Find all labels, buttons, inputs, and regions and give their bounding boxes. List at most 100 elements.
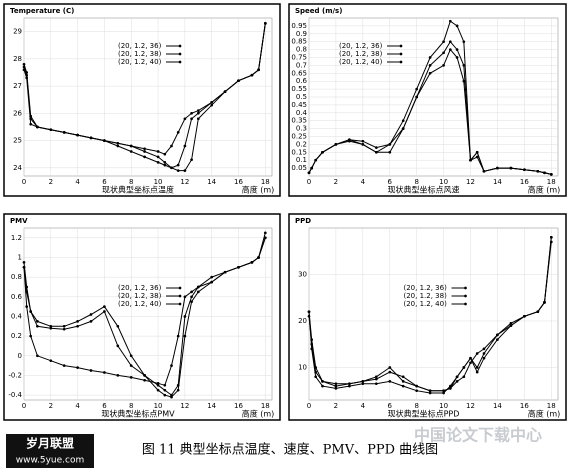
legend-label: (20, 1.2, 38) (339, 50, 383, 58)
x-tick-label: 12 (466, 402, 475, 410)
x-tick-label: 10 (154, 402, 163, 410)
x-tick-label: 8 (129, 178, 133, 186)
x-tick-label: 18 (547, 402, 556, 410)
chart-title: PPD (295, 217, 311, 225)
y-tick-label: -0.4 (8, 391, 22, 399)
legend-label: (20, 1.2, 38) (118, 50, 162, 58)
x-tick-label: 10 (154, 178, 163, 186)
x-axis-label: 高度 (m) (528, 185, 561, 195)
x-tick-label: 10 (439, 178, 448, 186)
y-tick-label: 28 (13, 55, 22, 63)
y-tick-label: 0.4 (296, 109, 308, 117)
y-tick-label: 0.7 (296, 61, 307, 69)
x-tick-label: 8 (414, 178, 418, 186)
x-tick-label: 12 (180, 178, 189, 186)
y-tick-label: 0.2 (296, 140, 307, 148)
series-line (22, 231, 267, 387)
x-tick-label: 16 (520, 178, 529, 186)
x-tick-label: 14 (207, 178, 216, 186)
x-tick-label: 0 (22, 402, 26, 410)
y-tick-label: 0 (18, 352, 22, 360)
x-tick-label: 4 (361, 178, 366, 186)
y-tick-label: 0.8 (11, 273, 22, 281)
y-tick-label: 10 (298, 363, 307, 371)
x-tick-label: 4 (75, 178, 80, 186)
y-tick-label: 25 (13, 137, 22, 145)
y-tick-label: 0.35 (291, 117, 307, 125)
y-tick-label: 1.2 (11, 234, 22, 242)
chart-title: PMV (10, 217, 28, 225)
x-tick-label: 16 (520, 402, 529, 410)
x-tick-label: 6 (388, 402, 393, 410)
y-tick-label: 0.4 (11, 312, 23, 320)
y-tick-label: 0.45 (291, 101, 307, 109)
chart-subtitle: 现状典型坐标点风速 (388, 185, 460, 195)
y-tick-label: 0.65 (291, 69, 307, 77)
x-tick-label: 14 (493, 402, 502, 410)
legend-label: (20, 1.2, 36) (118, 42, 162, 50)
x-tick-label: 0 (22, 178, 26, 186)
y-tick-label: 0.95 (291, 22, 307, 30)
y-tick-label: 20 (298, 317, 307, 325)
chart-title: Speed (m/s) (295, 7, 342, 15)
x-tick-label: 4 (75, 402, 80, 410)
x-axis-label: 高度 (m) (528, 409, 561, 419)
legend-label: (20, 1.2, 36) (404, 284, 448, 292)
figure-caption: 图 11 典型坐标点温度、速度、PMV、PPD 曲线图 (142, 442, 438, 458)
caption-area (0, 430, 570, 472)
x-tick-label: 18 (547, 178, 556, 186)
y-tick-label: 0.55 (291, 85, 307, 93)
chart-subtitle: 现状典型坐标点PPD (388, 409, 460, 419)
y-tick-label: 0.5 (296, 93, 307, 101)
y-tick-label: 0.9 (296, 30, 307, 38)
chart-subtitle: 现状典型坐标点PMV (101, 409, 175, 419)
logo-box (6, 434, 94, 468)
x-tick-label: 6 (388, 178, 393, 186)
x-tick-label: 18 (261, 178, 270, 186)
legend-label: (20, 1.2, 36) (339, 42, 383, 50)
legend-label: (20, 1.2, 40) (339, 58, 383, 66)
x-tick-label: 12 (466, 178, 475, 186)
x-tick-label: 16 (234, 402, 243, 410)
x-tick-label: 0 (307, 178, 311, 186)
x-tick-label: 4 (361, 402, 366, 410)
y-tick-label: 0.15 (291, 148, 307, 156)
x-axis-label: 高度 (m) (242, 185, 275, 195)
y-tick-label: 26 (13, 109, 22, 117)
y-tick-label: 0.3 (296, 125, 307, 133)
x-tick-label: 2 (49, 402, 53, 410)
y-tick-label: -0.2 (8, 371, 22, 379)
x-tick-label: 2 (49, 178, 53, 186)
y-tick-label: 29 (13, 28, 22, 36)
x-tick-label: 6 (102, 178, 107, 186)
x-tick-label: 2 (334, 178, 338, 186)
y-tick-label: 0.8 (296, 46, 307, 54)
legend-label: (20, 1.2, 38) (404, 292, 448, 300)
logo: 岁月联盟 (26, 436, 74, 451)
legend-label: (20, 1.2, 36) (118, 284, 162, 292)
logo-url: www.5yue.com (16, 456, 85, 466)
series-line (307, 48, 553, 176)
x-tick-label: 14 (207, 402, 216, 410)
x-tick-label: 12 (180, 402, 189, 410)
legend-label: (20, 1.2, 38) (118, 292, 162, 300)
y-tick-label: 0.6 (296, 77, 308, 85)
chart-subtitle: 现状典型坐标点温度 (102, 185, 174, 195)
legend-label: (20, 1.2, 40) (404, 300, 448, 308)
chart-title: Temperature (C) (10, 7, 74, 15)
x-tick-label: 0 (307, 402, 311, 410)
x-tick-label: 6 (102, 402, 107, 410)
x-tick-label: 2 (334, 402, 338, 410)
x-tick-label: 8 (414, 402, 418, 410)
x-tick-label: 18 (261, 402, 270, 410)
y-tick-label: 24 (13, 164, 22, 172)
y-tick-label: 0.85 (291, 38, 307, 46)
watermark: 中国论文下载中心 (414, 426, 542, 445)
y-tick-label: 0.25 (291, 133, 307, 141)
x-tick-label: 10 (439, 402, 448, 410)
series-line (22, 22, 267, 156)
legend-label: (20, 1.2, 40) (118, 300, 162, 308)
x-tick-label: 14 (493, 178, 502, 186)
x-axis-label: 高度 (m) (242, 409, 275, 419)
